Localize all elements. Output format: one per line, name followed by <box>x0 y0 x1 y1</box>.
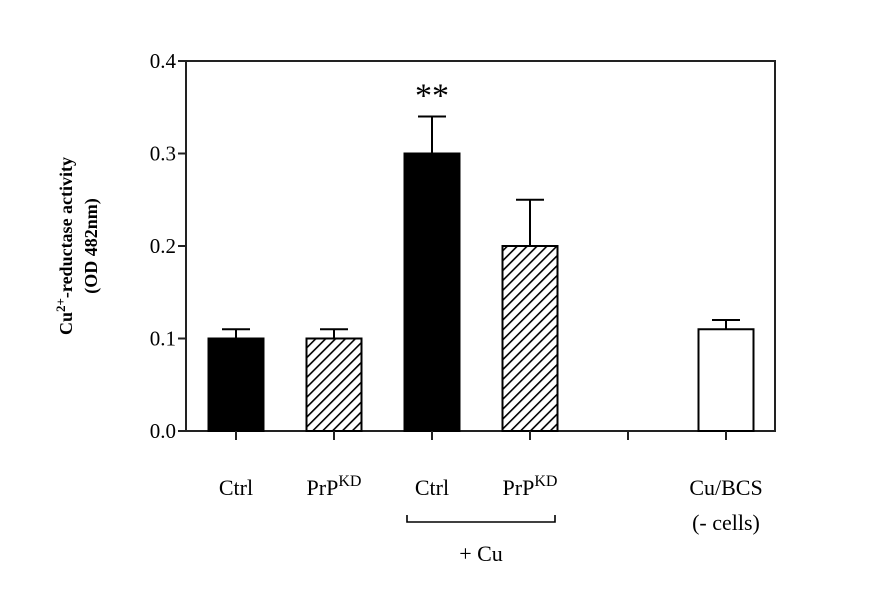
bracket-label: + Cu <box>459 541 503 566</box>
bracket-line <box>406 515 556 523</box>
x-category-sublabel: (- cells) <box>692 510 760 535</box>
axes-box <box>185 60 776 432</box>
y-axis-label: Cu2+-reductase activity (OD 482nm) <box>53 157 102 335</box>
x-category-label: Ctrl <box>415 475 449 500</box>
y-tick-label: 0.1 <box>150 327 176 351</box>
y-tick-label: 0.2 <box>150 234 176 258</box>
bar-1 <box>305 328 363 432</box>
bar-rect <box>207 337 265 432</box>
y-axis-title-line2: (OD 482nm) <box>81 198 102 294</box>
x-category-label: Ctrl <box>219 475 253 500</box>
bar-2: ** <box>403 78 461 432</box>
x-axis-labels: Ctrl PrPKD Ctrl PrPKD Cu/BCS (- cells) <box>219 473 763 535</box>
group-bracket: + Cu <box>406 515 556 566</box>
bar-rect <box>697 328 755 432</box>
y-tick-label: 0.3 <box>150 142 176 166</box>
significance-annotation: ** <box>415 78 449 115</box>
y-axis-title-line1: Cu2+-reductase activity <box>53 157 76 335</box>
x-category-label: Cu/BCS <box>689 475 762 500</box>
x-axis-ticks <box>235 431 727 440</box>
x-category-label: PrPKD <box>503 473 558 500</box>
bar-3 <box>501 198 559 432</box>
bar-0 <box>207 328 265 432</box>
x-category-label: PrPKD <box>307 473 362 500</box>
bar-rect <box>403 152 461 432</box>
bar-rect <box>305 337 363 432</box>
y-axis-ticks: 0.0 0.1 0.2 0.3 0.4 <box>150 49 186 443</box>
y-tick-label: 0.4 <box>150 49 177 73</box>
bar-4 <box>697 319 755 432</box>
y-tick-label: 0.0 <box>150 419 176 443</box>
bar-rect <box>501 245 559 432</box>
bars: ** <box>207 78 755 432</box>
plot-frame <box>185 60 776 432</box>
